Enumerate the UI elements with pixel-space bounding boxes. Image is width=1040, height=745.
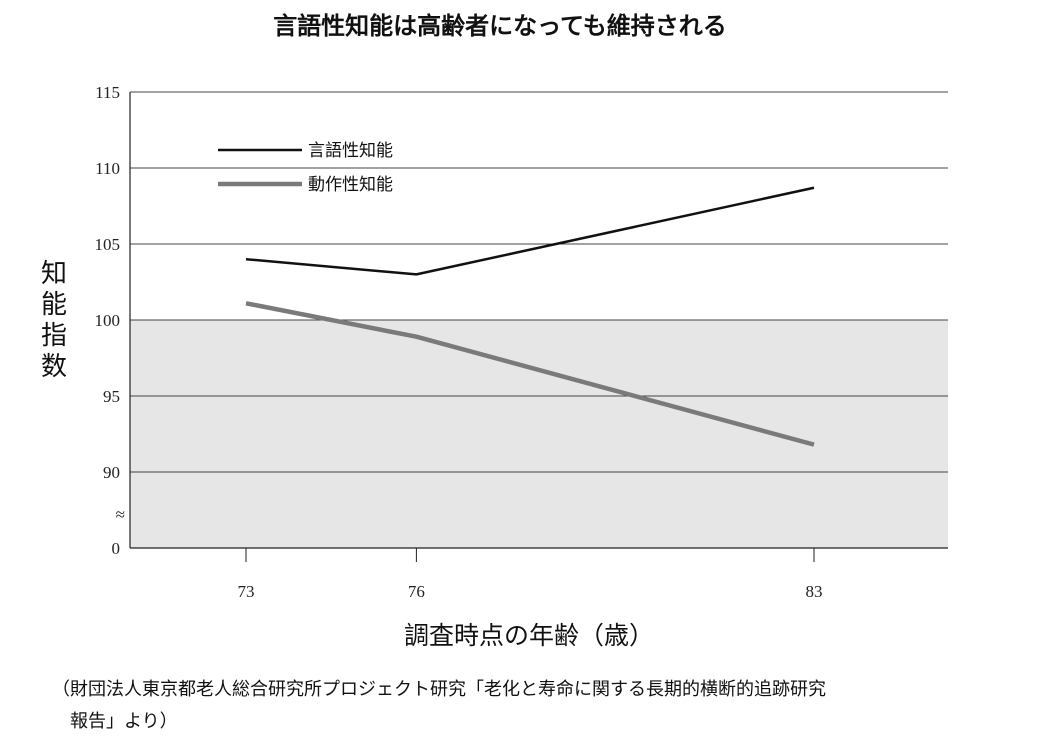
y-tick-label: 95 (103, 387, 120, 406)
y-tick-label: 90 (103, 463, 120, 482)
x-axis-label: 調査時点の年齢（歳） (404, 621, 654, 650)
y-tick-label: 110 (95, 159, 120, 178)
shaded-band (130, 320, 948, 548)
y-tick-label: 0 (112, 539, 121, 558)
x-tick-label: 76 (408, 582, 425, 601)
y-tick-label: 105 (95, 235, 121, 254)
source-note-line2: 報告」より） (70, 711, 178, 732)
source-note-line1: （財団法人東京都老人総合研究所プロジェクト研究「老化と寿命に関する長期的横断的追… (52, 679, 826, 700)
chart-title: 言語性知能は高齢者になっても維持される (273, 12, 727, 40)
x-tick-label: 83 (806, 582, 823, 601)
y-axis-label-char: 能 (41, 290, 67, 320)
series-line (245, 186, 815, 276)
source-note: （財団法人東京都老人総合研究所プロジェクト研究「老化と寿命に関する長期的横断的追… (52, 674, 992, 738)
y-axis-label-char: 数 (41, 352, 67, 382)
y-tick-label: 115 (95, 83, 120, 102)
y-axis-label-char: 指 (41, 321, 67, 351)
x-tick-label: 73 (238, 582, 255, 601)
legend-label: 言語性知能 (308, 141, 393, 161)
y-axis-label-char: 知 (41, 259, 67, 289)
legend-label: 動作性知能 (308, 175, 393, 195)
y-tick-label: 100 (95, 311, 121, 330)
series-line (245, 301, 815, 447)
axis-break-symbol: ≈ (116, 505, 125, 524)
